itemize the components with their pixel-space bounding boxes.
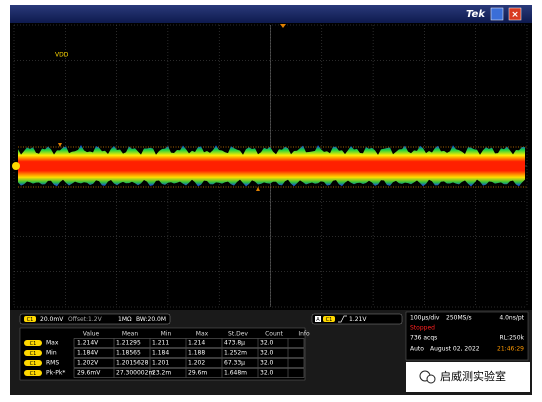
channel-marker[interactable]	[12, 162, 20, 170]
trigger-position	[280, 24, 286, 28]
acquisitions: 736 acqs	[410, 335, 437, 342]
watermark-bg	[406, 362, 530, 392]
row-source: C1	[30, 341, 37, 347]
waveform-trace	[18, 145, 525, 187]
cell: 1.21295	[116, 340, 141, 347]
cell: 32.0	[260, 360, 274, 367]
channel-badge: C1	[27, 317, 34, 323]
column-header: Info	[298, 331, 310, 338]
trigger-source: C1	[326, 317, 333, 323]
column-header: Max	[196, 331, 209, 338]
column-header: Value	[83, 331, 100, 338]
cell: 1.211	[152, 340, 169, 347]
menu-bar	[10, 5, 532, 23]
badge	[323, 316, 335, 322]
badge	[24, 370, 42, 376]
cursor-marker	[256, 187, 260, 191]
measurement-table	[19, 327, 306, 381]
cell: 32.0	[260, 370, 274, 377]
cell: 1.201	[152, 360, 169, 367]
cell: 1.202V	[77, 360, 99, 367]
bandwidth: BW:20.0M	[136, 316, 166, 323]
horizontal-scale: 100µs/div	[410, 315, 440, 322]
cell: 1.188	[188, 350, 205, 357]
cell: 29.6mV	[77, 370, 101, 377]
trigger-readout[interactable]	[311, 313, 403, 325]
row-cells	[73, 368, 305, 378]
cell: 32.0	[260, 340, 274, 347]
cell: 1.648m	[224, 370, 247, 377]
row-source: C1	[30, 361, 37, 367]
row-name: Min	[46, 350, 57, 357]
column-header: Min	[161, 331, 172, 338]
channel-readout[interactable]	[19, 313, 171, 325]
trigger-mode: A	[316, 317, 320, 323]
badge	[24, 350, 42, 356]
row-name: Max	[46, 340, 59, 347]
badge	[24, 340, 42, 346]
badge	[24, 316, 36, 322]
watermark: 启威测实验室	[440, 369, 506, 383]
badge	[24, 360, 42, 366]
cell: 1.184V	[77, 350, 99, 357]
cell: 1.252m	[224, 350, 247, 357]
slope-icon	[338, 315, 347, 323]
resolution: 4.0ns/pt	[499, 315, 524, 322]
row-cells	[73, 358, 305, 368]
time: 21:46:29	[497, 346, 524, 353]
cursor-marker	[58, 143, 62, 147]
brand: Tek	[466, 9, 486, 20]
column-header: Mean	[122, 331, 139, 338]
close-button[interactable]	[508, 7, 522, 21]
acquisition-readout[interactable]	[405, 311, 529, 361]
minimize-button[interactable]	[490, 7, 504, 21]
cell: 1.2015628	[116, 360, 149, 367]
row-source: C1	[30, 351, 37, 357]
cell: 1.18565	[116, 350, 141, 357]
sample-rate: 250MS/s	[446, 315, 472, 322]
cell: 1.184	[152, 350, 169, 357]
wechat-icon	[426, 374, 436, 384]
cell: 27.300002m	[116, 370, 154, 377]
cell: 29.6m	[188, 370, 207, 377]
cell: 1.214V	[77, 340, 99, 347]
vertical-scale: 20.0mV	[40, 316, 64, 323]
badge	[315, 316, 321, 322]
cell: 1.202	[188, 360, 205, 367]
trigger-mode-status: Auto	[410, 346, 424, 353]
trigger-level: 1.21V	[349, 316, 367, 323]
date: August 02, 2022	[430, 346, 480, 353]
run-status: Stopped	[410, 325, 435, 332]
record-length: RL:250k	[500, 335, 525, 342]
row-name: RMS	[46, 360, 59, 367]
close-icon: ×	[511, 10, 519, 20]
channel-label: VDD	[55, 52, 69, 59]
cell: 32.0	[260, 350, 274, 357]
row-name: Pk-Pk*	[46, 370, 65, 377]
offset: Offset:1.2V	[68, 316, 103, 323]
cell: 67.33µ	[224, 360, 245, 367]
cell: 473.8µ	[224, 340, 245, 347]
column-header: Count	[265, 331, 283, 338]
cell: 23.2m	[152, 370, 171, 377]
cell: 1.214	[188, 340, 205, 347]
column-header: St.Dev	[228, 331, 248, 338]
impedance: 1MΩ	[118, 316, 132, 323]
row-cells	[73, 348, 305, 358]
row-source: C1	[30, 371, 37, 377]
row-cells	[73, 338, 305, 348]
